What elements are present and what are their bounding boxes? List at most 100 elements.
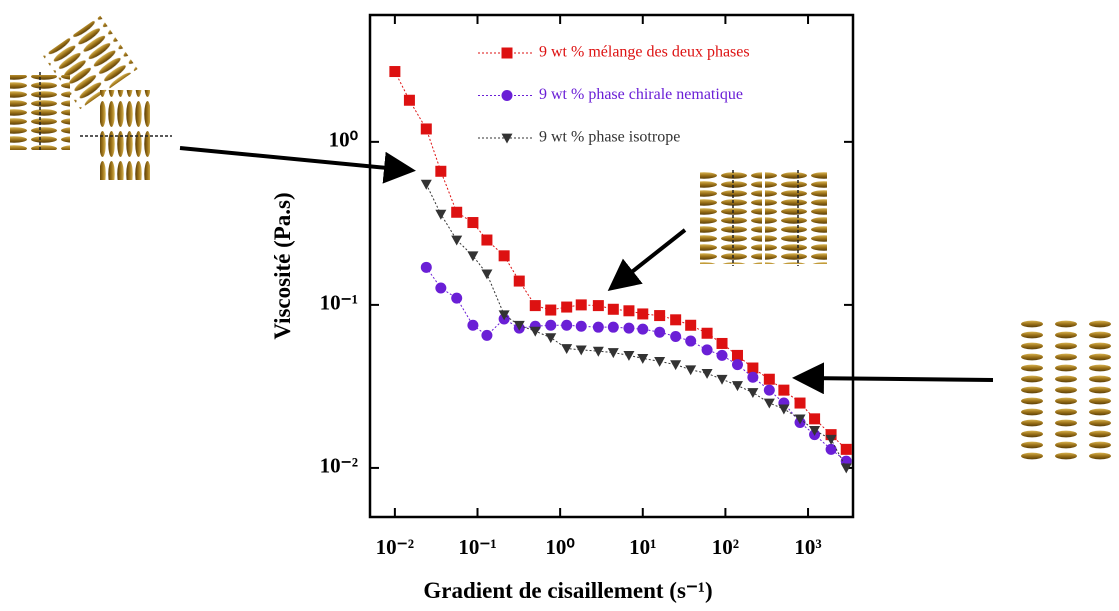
- illustration-top-left: [10, 15, 172, 180]
- point: [763, 384, 775, 396]
- point: [513, 275, 525, 287]
- rod-cluster: [765, 172, 827, 264]
- point: [637, 353, 649, 364]
- x-tick-label: 10³: [794, 535, 821, 559]
- point: [685, 365, 697, 376]
- legend-item: 9 wt % mélange des deux phases: [478, 44, 750, 61]
- x-tick-label: 10²: [712, 535, 739, 559]
- arrow: [792, 362, 994, 395]
- illustration-right: [1015, 318, 1119, 460]
- point: [670, 314, 682, 326]
- point: [685, 335, 697, 347]
- point: [778, 384, 790, 396]
- point: [654, 326, 666, 338]
- series-line: [425, 267, 847, 462]
- legend-marker: [501, 133, 513, 144]
- point: [561, 344, 573, 355]
- point: [778, 404, 790, 415]
- point: [420, 261, 432, 273]
- point: [545, 319, 557, 331]
- point: [716, 349, 728, 361]
- point: [685, 319, 697, 331]
- point: [498, 250, 510, 262]
- point: [451, 206, 463, 218]
- point: [701, 369, 713, 379]
- point: [670, 360, 682, 371]
- rod-cluster: [100, 90, 150, 180]
- point: [731, 381, 743, 392]
- legend-item: 9 wt % phase chirale nematique: [478, 86, 743, 103]
- point: [561, 319, 573, 331]
- point: [809, 425, 821, 436]
- legend-marker: [501, 47, 513, 59]
- point: [467, 217, 479, 229]
- point: [607, 303, 619, 315]
- y-axis-title: Viscosité (Pa.s): [270, 192, 295, 339]
- point: [451, 292, 463, 304]
- x-tick-label: 10⁻¹: [458, 535, 496, 559]
- point: [716, 337, 728, 349]
- point: [592, 346, 604, 357]
- x-tick-label: 10⁰: [545, 535, 575, 559]
- rod-cluster: [700, 172, 762, 264]
- point: [825, 429, 837, 441]
- legend-marker: [501, 90, 513, 101]
- point: [481, 329, 493, 341]
- series-line: [425, 183, 847, 469]
- point: [716, 374, 728, 385]
- point: [840, 443, 852, 455]
- point: [545, 333, 557, 344]
- point: [794, 414, 806, 425]
- point: [545, 304, 557, 316]
- point: [389, 66, 401, 78]
- point: [435, 282, 447, 294]
- point: [637, 308, 649, 320]
- point: [607, 348, 619, 359]
- y-tick-label: 10⁻²: [320, 454, 358, 478]
- point: [451, 235, 463, 246]
- point: [529, 300, 541, 312]
- point: [481, 269, 493, 280]
- point: [561, 301, 573, 313]
- point: [654, 357, 666, 367]
- point: [763, 398, 775, 409]
- point: [607, 321, 619, 333]
- point: [670, 330, 682, 342]
- point: [731, 349, 743, 361]
- point: [467, 251, 479, 262]
- point: [731, 359, 743, 371]
- legend-label: 9 wt % phase isotrope: [539, 129, 680, 146]
- point: [747, 371, 759, 383]
- arrow: [179, 146, 416, 184]
- series-line: [394, 71, 847, 450]
- point: [763, 373, 775, 385]
- point: [623, 322, 635, 334]
- point: [701, 327, 713, 339]
- point: [809, 413, 821, 425]
- point: [747, 388, 759, 399]
- rod-cluster: [1015, 318, 1119, 460]
- arrow: [607, 228, 687, 291]
- point: [575, 320, 587, 332]
- point: [654, 310, 666, 322]
- point: [481, 234, 493, 246]
- point: [701, 344, 713, 356]
- point: [420, 179, 432, 190]
- point: [794, 397, 806, 409]
- x-axis-title: Gradient de cisaillement (s⁻¹): [423, 578, 712, 603]
- point: [435, 209, 447, 220]
- x-tick-label: 10¹: [629, 535, 656, 559]
- plot-frame: [368, 13, 855, 519]
- point: [575, 345, 587, 356]
- x-tick-label: 10⁻²: [376, 535, 414, 559]
- point: [637, 323, 649, 335]
- point: [467, 319, 479, 331]
- point: [623, 351, 635, 361]
- point: [825, 443, 837, 455]
- legend-label: 9 wt % mélange des deux phases: [539, 44, 750, 61]
- legend-label: 9 wt % phase chirale nematique: [539, 86, 743, 103]
- point: [592, 300, 604, 312]
- point: [825, 434, 837, 445]
- point: [592, 321, 604, 333]
